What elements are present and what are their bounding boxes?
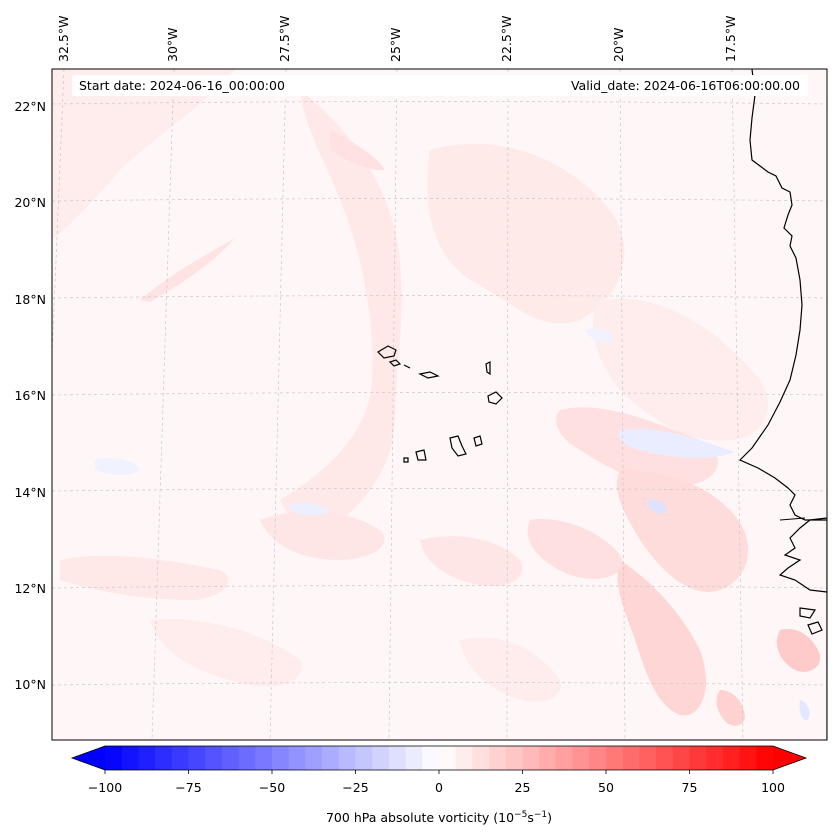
colorbar-cell [205,746,223,770]
colorbar-cell [405,746,423,770]
longitude-labels: 32.5°W 30°W 27.5°W 25°W 22.5°W 20°W 17.5… [56,16,738,62]
lat-label-22n: 22°N [14,99,46,114]
lon-label-32-5w: 32.5°W [56,16,71,62]
colorbar-cell [238,746,256,770]
map-frame [51,68,828,741]
colorbar-cell [522,746,540,770]
colorbar-cell [322,746,340,770]
lat-label-18n: 18°N [14,292,46,307]
colorbar-cell [272,746,290,770]
colorbar-cell [372,746,390,770]
cb-tick-label-75: 75 [682,780,698,795]
lat-label-16n: 16°N [14,388,46,403]
lat-label-20n: 20°N [14,195,46,210]
start-date-label: Start date: 2024-06-16_00:00:00 [79,78,285,93]
colorbar-cell [689,746,707,770]
gridlines [52,69,827,740]
africa-coastline-south [778,517,827,593]
africa-coastline [738,69,827,740]
bijagos-islands [799,607,823,635]
lon-label-20w: 20°W [611,27,626,62]
cb-tick-label-0: 0 [435,780,443,795]
valid-date-label: Valid_date: 2024-06-16T06:00:00.00 [571,78,800,93]
colorbar-cell [555,746,574,770]
colorbar-cell [422,746,440,770]
colorbar-cell [388,746,407,770]
lon-label-17-5w: 17.5°W [723,16,738,62]
colorbar-cell [121,746,139,770]
colorbar-extend-max [773,746,806,770]
colorbar-cell [188,746,206,770]
info-bar [72,75,808,96]
latitude-labels: 22°N 20°N 18°N 16°N 14°N 12°N 10°N [14,99,46,692]
colorbar-cell [606,746,624,770]
lon-label-25w: 25°W [388,27,403,62]
gambia-estuary [779,517,806,521]
colorbar-cell [221,746,240,770]
colorbar-cell [722,746,741,770]
colorbar-cell [439,746,457,770]
colorbar-cell [489,746,507,770]
lon-label-22-5w: 22.5°W [499,16,514,62]
colorbar-cell [472,746,490,770]
colorbar-cell [288,746,306,770]
map-panel: Start date: 2024-06-16_00:00:00 Valid_da… [52,69,827,740]
colorbar-cell [355,746,373,770]
colorbar-cell [739,746,757,770]
colorbar-extend-min [72,746,105,770]
lat-label-10n: 10°N [14,677,46,692]
colorbar-cell [572,746,590,770]
colorbar-cell [706,746,724,770]
colorbar-cell [105,746,123,770]
cb-tick-label-neg100: −100 [88,780,122,795]
colorbar-cells [72,746,806,770]
colorbar-cell [138,746,156,770]
colorbar-cell [756,746,774,770]
colorbar-tick-labels: −100 −75 −50 −25 0 25 50 75 100 [88,780,785,795]
cb-tick-label-50: 50 [598,780,614,795]
colorbar-cell [672,746,691,770]
colorbar-ticks [104,770,774,774]
lon-label-27-5w: 27.5°W [277,16,292,62]
colorbar-cell [539,746,557,770]
colorbar-label: 700 hPa absolute vorticity (10−5s−1) [326,810,552,825]
cb-tick-label-25: 25 [515,780,531,795]
lat-label-12n: 12°N [14,581,46,596]
colorbar-cell [589,746,607,770]
cb-tick-label-neg75: −75 [175,780,201,795]
colorbar-cell [505,746,524,770]
colorbar-cell [455,746,473,770]
cb-tick-label-100: 100 [761,780,785,795]
colorbar: −100 −75 −50 −25 0 25 50 75 100 700 hPa … [70,745,808,825]
colorbar-cell [305,746,323,770]
colorbar-cell [255,746,273,770]
cape-verde-islands [377,345,503,463]
colorbar-cell [622,746,640,770]
cb-tick-label-neg25: −25 [342,780,368,795]
vorticity-field [52,69,821,726]
colorbar-cell [171,746,190,770]
cb-tick-label-neg50: −50 [259,780,285,795]
lat-label-14n: 14°N [14,485,46,500]
colorbar-cell [656,746,674,770]
colorbar-cell [639,746,657,770]
colorbar-cell [155,746,173,770]
lon-label-30w: 30°W [165,27,180,62]
colorbar-cell [338,746,357,770]
